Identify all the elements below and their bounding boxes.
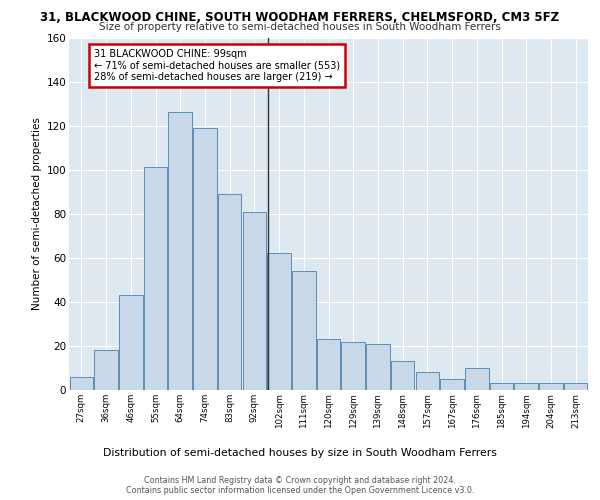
Bar — [218, 194, 241, 390]
Text: Distribution of semi-detached houses by size in South Woodham Ferrers: Distribution of semi-detached houses by … — [103, 448, 497, 458]
Bar — [416, 372, 439, 390]
Bar — [94, 350, 118, 390]
Bar — [317, 340, 340, 390]
Bar — [490, 384, 513, 390]
Bar — [391, 362, 415, 390]
Text: Size of property relative to semi-detached houses in South Woodham Ferrers: Size of property relative to semi-detach… — [99, 22, 501, 32]
Bar — [564, 384, 587, 390]
Bar — [341, 342, 365, 390]
Bar — [169, 112, 192, 390]
Y-axis label: Number of semi-detached properties: Number of semi-detached properties — [32, 118, 43, 310]
Bar — [292, 271, 316, 390]
Bar — [366, 344, 389, 390]
Text: Contains public sector information licensed under the Open Government Licence v3: Contains public sector information licen… — [126, 486, 474, 495]
Text: 31 BLACKWOOD CHINE: 99sqm
← 71% of semi-detached houses are smaller (553)
28% of: 31 BLACKWOOD CHINE: 99sqm ← 71% of semi-… — [94, 48, 340, 82]
Bar — [242, 212, 266, 390]
Bar — [144, 168, 167, 390]
Bar — [440, 379, 464, 390]
Bar — [539, 384, 563, 390]
Bar — [465, 368, 488, 390]
Bar — [119, 296, 143, 390]
Bar — [70, 377, 93, 390]
Bar — [268, 254, 291, 390]
Text: 31, BLACKWOOD CHINE, SOUTH WOODHAM FERRERS, CHELMSFORD, CM3 5FZ: 31, BLACKWOOD CHINE, SOUTH WOODHAM FERRE… — [40, 11, 560, 24]
Bar — [193, 128, 217, 390]
Bar — [514, 384, 538, 390]
Text: Contains HM Land Registry data © Crown copyright and database right 2024.: Contains HM Land Registry data © Crown c… — [144, 476, 456, 485]
